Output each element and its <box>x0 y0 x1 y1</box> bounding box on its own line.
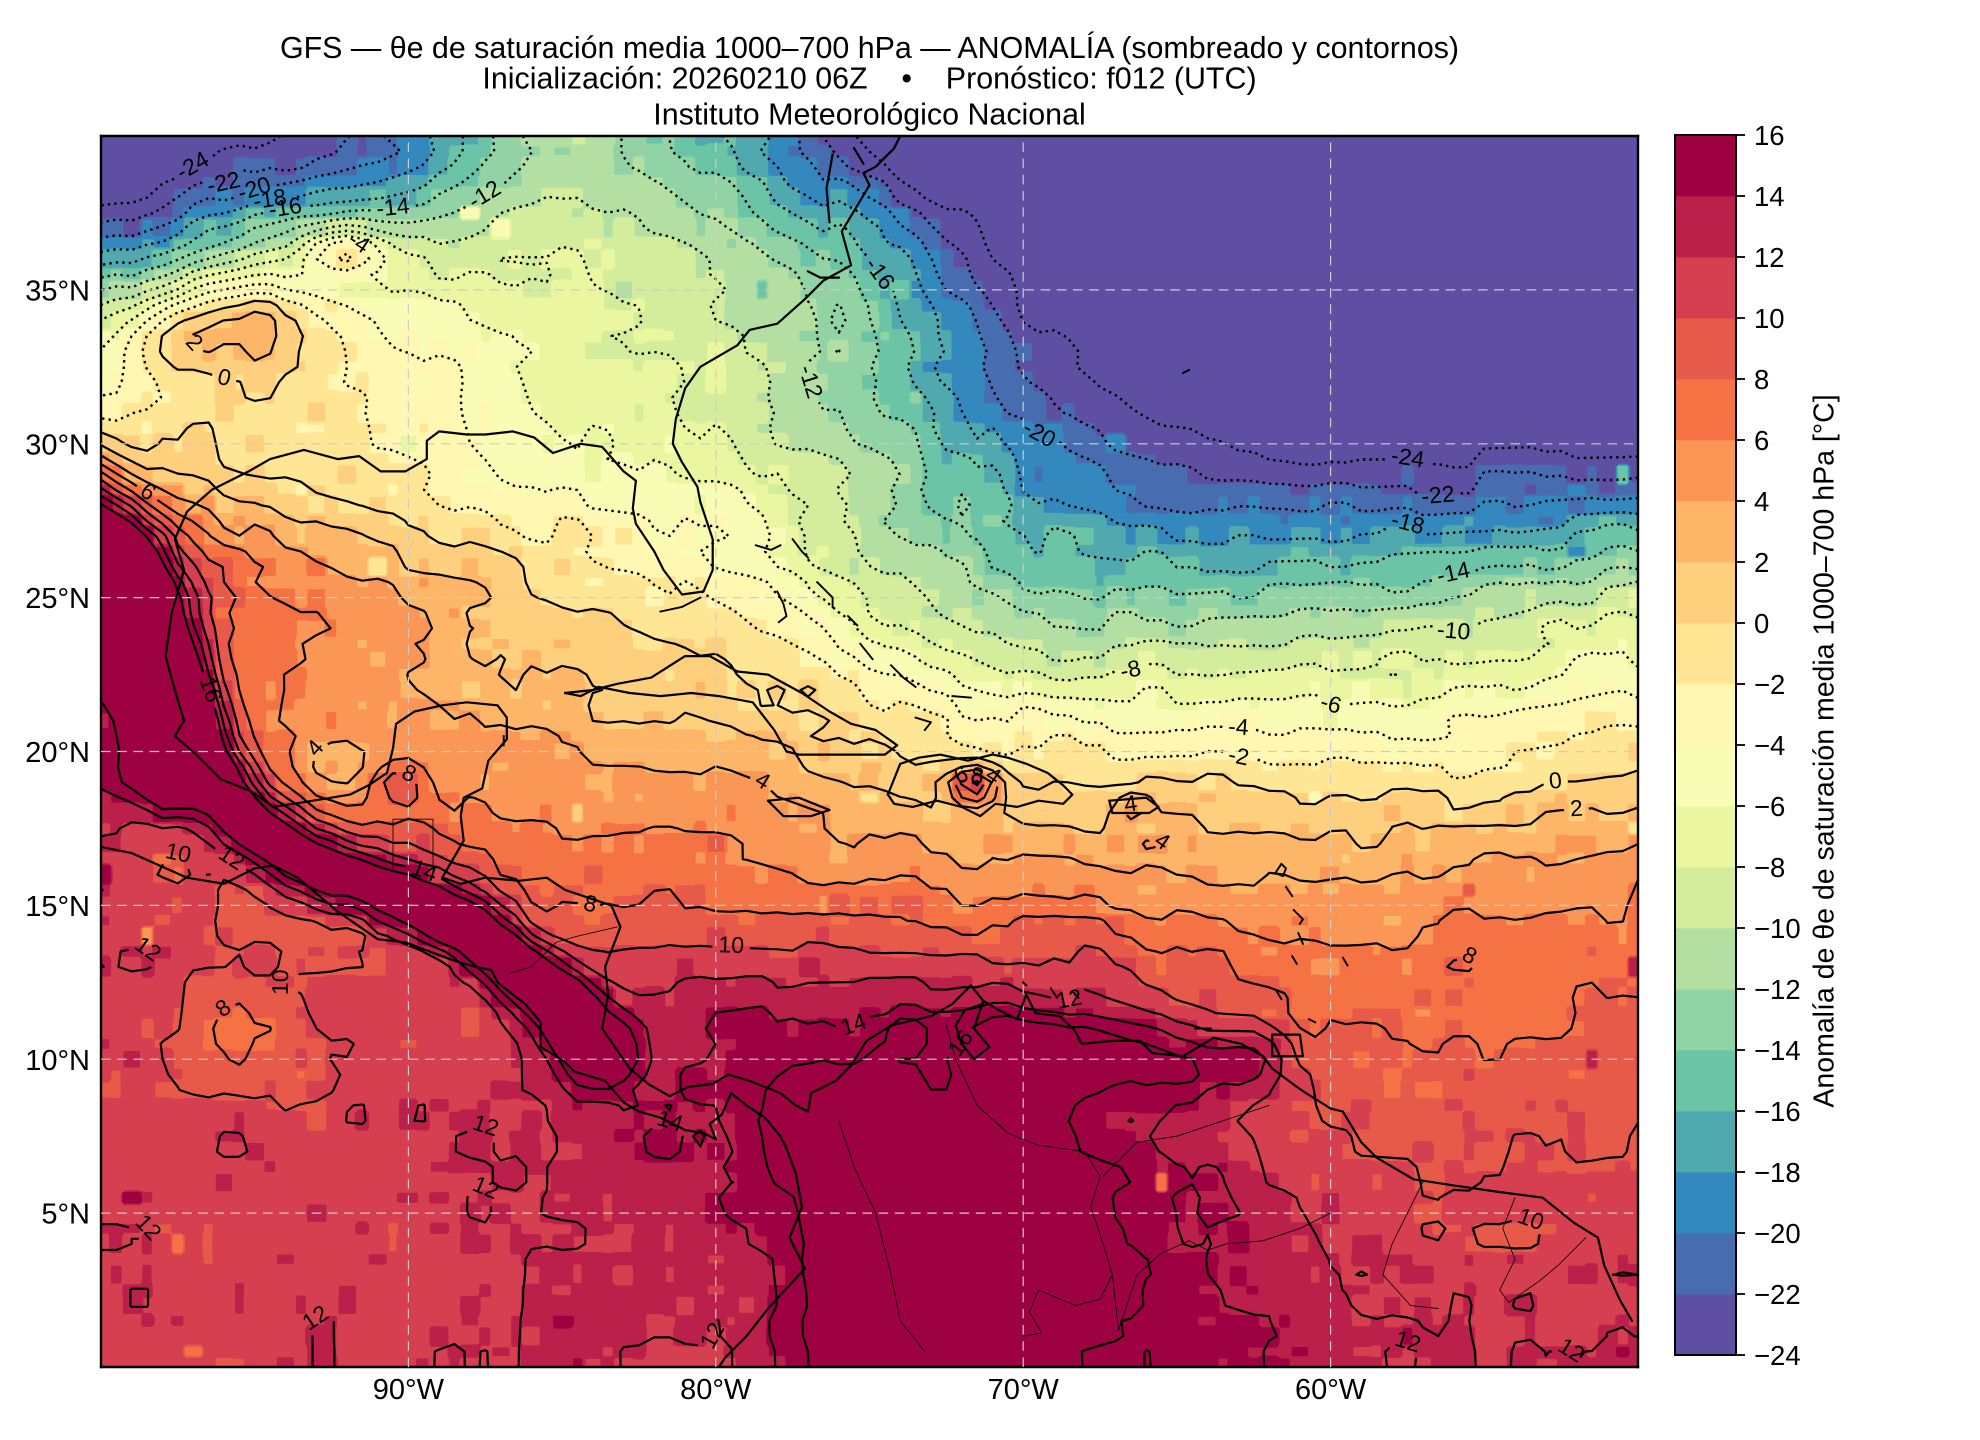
svg-text:-24: -24 <box>1389 442 1426 473</box>
svg-text:−14: −14 <box>1754 1035 1801 1066</box>
svg-text:−4: −4 <box>1754 730 1785 761</box>
svg-text:2: 2 <box>1569 795 1583 822</box>
svg-text:-22: -22 <box>1420 480 1455 509</box>
svg-text:-10: -10 <box>1436 616 1471 645</box>
svg-text:Anomalía de θe de saturación m: Anomalía de θe de saturación media 1000–… <box>1809 394 1841 1107</box>
svg-text:−16: −16 <box>1754 1096 1801 1127</box>
svg-text:10: 10 <box>1754 303 1785 334</box>
svg-text:8: 8 <box>969 761 985 789</box>
svg-text:35°N: 35°N <box>25 275 90 307</box>
svg-text:-16: -16 <box>267 192 304 223</box>
svg-text:4: 4 <box>1754 486 1769 517</box>
svg-text:14: 14 <box>1754 181 1785 212</box>
svg-text:0: 0 <box>1548 767 1563 794</box>
svg-text:−6: −6 <box>1754 791 1785 822</box>
svg-text:80°W: 80°W <box>680 1374 752 1406</box>
svg-text:−24: −24 <box>1754 1340 1801 1371</box>
svg-text:20°N: 20°N <box>25 737 90 769</box>
svg-text:90°W: 90°W <box>373 1374 445 1406</box>
svg-text:0: 0 <box>1754 608 1769 639</box>
svg-text:Instituto Meteorológico Nacion: Instituto Meteorológico Nacional <box>653 98 1085 132</box>
svg-text:16: 16 <box>1754 120 1785 151</box>
svg-text:−2: −2 <box>1754 669 1785 700</box>
svg-text:8: 8 <box>1754 364 1769 395</box>
svg-text:Inicialización: 20260210 06Z: Inicialización: 20260210 06Z • Pronóstic… <box>482 62 1256 96</box>
svg-text:70°W: 70°W <box>988 1374 1060 1406</box>
svg-text:10°N: 10°N <box>25 1045 90 1077</box>
svg-text:4: 4 <box>1122 790 1139 818</box>
svg-text:30°N: 30°N <box>25 429 90 461</box>
svg-text:10: 10 <box>163 837 194 868</box>
svg-text:−20: −20 <box>1754 1218 1801 1249</box>
svg-text:0: 0 <box>215 363 234 391</box>
svg-text:−12: −12 <box>1754 974 1801 1005</box>
svg-text:5°N: 5°N <box>41 1199 90 1231</box>
svg-text:−10: −10 <box>1754 913 1801 944</box>
svg-text:GFS — θe de saturación media 1: GFS — θe de saturación media 1000–700 hP… <box>280 31 1459 65</box>
svg-text:10: 10 <box>267 969 293 995</box>
svg-text:6: 6 <box>1754 425 1769 456</box>
svg-text:15°N: 15°N <box>25 891 90 923</box>
svg-text:-14: -14 <box>375 192 411 221</box>
svg-text:12: 12 <box>1054 983 1084 1014</box>
svg-text:2: 2 <box>1754 547 1769 578</box>
svg-text:-4: -4 <box>1227 713 1249 740</box>
svg-text:12: 12 <box>1754 242 1785 273</box>
svg-text:−18: −18 <box>1754 1157 1801 1188</box>
svg-text:10: 10 <box>718 931 745 958</box>
svg-text:-18: -18 <box>251 183 288 214</box>
svg-text:−22: −22 <box>1754 1279 1801 1310</box>
svg-text:60°W: 60°W <box>1295 1374 1367 1406</box>
svg-text:−8: −8 <box>1754 852 1785 883</box>
svg-text:25°N: 25°N <box>25 583 90 615</box>
